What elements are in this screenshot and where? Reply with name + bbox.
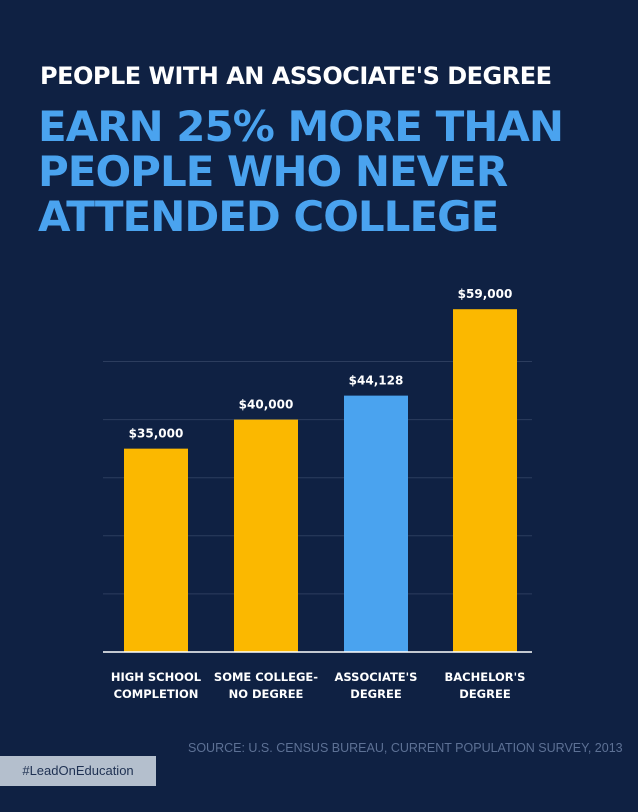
- bar: [453, 309, 517, 652]
- bar: [234, 419, 298, 652]
- source-note: SOURCE: U.S. CENSUS BUREAU, CURRENT POPU…: [188, 741, 623, 755]
- category-label: BACHELOR'S: [445, 670, 526, 684]
- category-label: COMPLETION: [114, 687, 199, 701]
- category-label: SOME COLLEGE-: [214, 670, 318, 684]
- bar: [344, 395, 408, 652]
- category-label: NO DEGREE: [229, 687, 304, 701]
- hashtag-badge[interactable]: #LeadOnEducation: [0, 756, 156, 786]
- bar-chart: $35,000 HIGH SCHOOL COMPLETION $40,000 SOME …: [103, 287, 532, 701]
- category-label: HIGH SCHOOL: [111, 670, 202, 684]
- data-label: $44,128: [349, 374, 404, 388]
- headline-line-1: PEOPLE WITH AN ASSOCIATE'S DEGREE: [40, 62, 552, 90]
- data-label: $59,000: [458, 287, 513, 301]
- category-label: ASSOCIATE'S: [335, 670, 418, 684]
- data-label: $40,000: [239, 398, 294, 412]
- category-label: DEGREE: [459, 687, 511, 701]
- bar: [124, 448, 188, 652]
- headline-main: EARN 25% MORE THAN PEOPLE WHO NEVER ATTE…: [38, 102, 564, 241]
- category-label: DEGREE: [350, 687, 402, 701]
- data-label: $35,000: [129, 427, 184, 441]
